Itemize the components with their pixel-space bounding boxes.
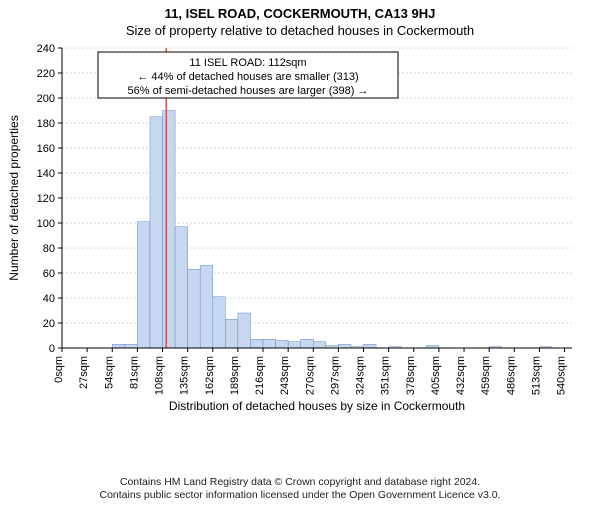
x-tick-label: 81sqm <box>128 356 140 389</box>
histogram-bar <box>150 117 163 348</box>
x-tick-label: 540sqm <box>556 356 568 395</box>
x-tick-label: 351sqm <box>380 356 392 395</box>
y-tick-label: 100 <box>37 218 55 230</box>
histogram-bar <box>250 339 263 348</box>
x-tick-label: 297sqm <box>329 356 341 395</box>
histogram-bar <box>276 341 289 349</box>
histogram-bar <box>112 344 125 348</box>
y-tick-label: 140 <box>37 168 55 180</box>
histogram-bar <box>313 342 326 348</box>
y-tick-label: 0 <box>49 343 55 355</box>
histogram-bar <box>137 222 150 348</box>
x-tick-label: 378sqm <box>405 356 417 395</box>
page-title: 11, ISEL ROAD, COCKERMOUTH, CA13 9HJ <box>0 6 600 21</box>
histogram-bar <box>225 319 238 348</box>
x-tick-label: 243sqm <box>279 356 291 395</box>
x-axis-label: Distribution of detached houses by size … <box>169 399 465 413</box>
y-tick-label: 160 <box>37 143 55 155</box>
x-tick-label: 432sqm <box>455 356 467 395</box>
x-tick-label: 513sqm <box>530 356 542 395</box>
histogram-chart: 0 20 40 60 80 100 120 140 160 180 200 220 240 0sqm 27s… <box>0 42 600 442</box>
y-tick-label: 120 <box>37 193 55 205</box>
x-tick-label: 27sqm <box>78 356 90 389</box>
y-tick-label: 220 <box>37 68 55 80</box>
histogram-bar <box>263 339 276 348</box>
x-tick-label: 459sqm <box>480 356 492 395</box>
annotation-line-3: 56% of semi-detached houses are larger (… <box>128 85 369 97</box>
y-tick-label: 40 <box>43 293 55 305</box>
footer-line-2: Contains public sector information licen… <box>0 489 600 503</box>
annotation-line-2: ← 44% of detached houses are smaller (31… <box>137 71 358 83</box>
x-tick-label: 162sqm <box>204 356 216 395</box>
x-tick-label: 108sqm <box>154 356 166 395</box>
x-tick-label: 270sqm <box>304 356 316 395</box>
x-tick-label: 324sqm <box>355 356 367 395</box>
x-tick-label: 405sqm <box>430 356 442 395</box>
footer-attribution: Contains HM Land Registry data © Crown c… <box>0 476 600 503</box>
histogram-bar <box>188 269 201 348</box>
histogram-bar <box>301 339 314 348</box>
y-tick-label: 180 <box>37 118 55 130</box>
x-tick-label: 189sqm <box>229 356 241 395</box>
histogram-bar <box>213 297 226 348</box>
histogram-bar <box>338 344 351 348</box>
histogram-bar <box>125 344 138 348</box>
histogram-bar <box>175 227 188 348</box>
page-subtitle: Size of property relative to detached ho… <box>0 23 600 38</box>
histogram-bar <box>364 344 377 348</box>
y-tick-label: 200 <box>37 93 55 105</box>
y-tick-label: 20 <box>43 318 55 330</box>
annotation-line-1: 11 ISEL ROAD: 112sqm <box>189 57 306 69</box>
x-tick-label: 216sqm <box>254 356 266 395</box>
y-tick-label: 240 <box>37 43 55 55</box>
x-tick-label: 486sqm <box>505 356 517 395</box>
histogram-bar <box>200 266 213 349</box>
x-tick-label: 0sqm <box>53 356 65 383</box>
histogram-bar <box>288 342 301 348</box>
histogram-bar <box>163 111 176 349</box>
chart-svg: 0 20 40 60 80 100 120 140 160 180 200 220 240 0sqm 27s… <box>0 42 600 442</box>
footer-line-1: Contains HM Land Registry data © Crown c… <box>0 476 600 490</box>
histogram-bar <box>238 313 251 348</box>
y-axis-label: Number of detached properties <box>7 115 21 280</box>
x-tick-label: 135sqm <box>179 356 191 395</box>
y-tick-label: 60 <box>43 268 55 280</box>
x-tick-label: 54sqm <box>103 356 115 389</box>
y-tick-label: 80 <box>43 243 55 255</box>
